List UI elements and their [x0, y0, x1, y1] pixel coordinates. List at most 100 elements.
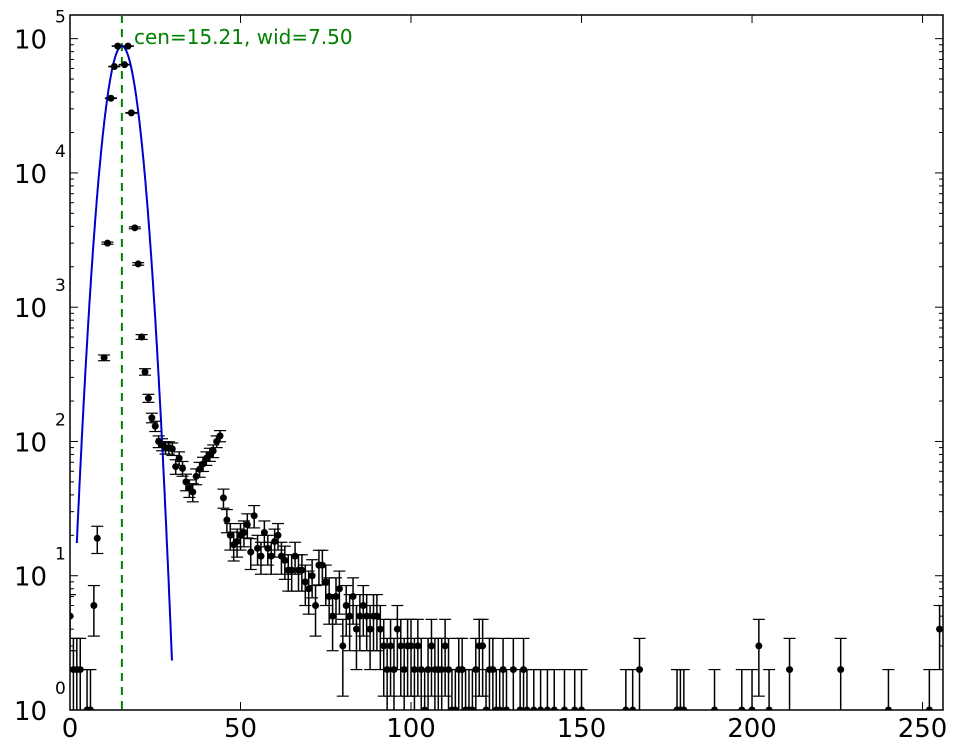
data-point: [884, 706, 892, 710]
data-point: [335, 585, 343, 593]
data-point: [417, 666, 425, 674]
data-point: [380, 642, 388, 650]
data-point: [503, 706, 510, 710]
data-point: [373, 612, 381, 620]
data-point: [837, 666, 845, 674]
data-point: [346, 612, 354, 620]
data-point: [209, 447, 217, 455]
data-point: [192, 472, 200, 480]
data-point: [226, 531, 234, 539]
y-tick-label: 10: [14, 697, 47, 727]
data-point: [387, 642, 395, 650]
data-point: [339, 642, 347, 650]
data-point: [550, 706, 558, 710]
data-point: [144, 394, 152, 402]
data-point: [349, 593, 357, 601]
data-point: [458, 666, 466, 674]
data-point: [267, 552, 275, 560]
data-point: [271, 537, 279, 545]
y-tick-exponent: 5: [55, 8, 66, 28]
data-point: [332, 593, 340, 601]
data-point: [489, 666, 497, 674]
y-tick-exponent: 2: [55, 410, 66, 430]
y-tick-label: 10: [14, 26, 47, 56]
data-point: [543, 706, 551, 710]
data-point: [421, 706, 429, 710]
data-point: [622, 706, 630, 710]
fit-curve: [75, 45, 173, 661]
x-tick-label: 0: [62, 714, 79, 744]
data-point: [445, 666, 453, 674]
data-point: [175, 454, 183, 462]
data-point: [410, 666, 418, 674]
data-point: [141, 368, 149, 376]
data-point: [250, 512, 258, 520]
y-tick-label: 10: [14, 563, 47, 593]
data-point: [390, 666, 398, 674]
data-point: [76, 666, 84, 674]
data-point: [451, 706, 459, 710]
data-point: [148, 414, 156, 422]
data-point: [291, 552, 299, 560]
data-point: [104, 239, 112, 247]
data-point: [70, 612, 74, 620]
data-points: [70, 42, 943, 710]
data-point: [496, 706, 504, 710]
data-point: [329, 612, 337, 620]
data-point: [537, 706, 545, 710]
data-point: [257, 552, 265, 560]
data-point: [138, 333, 146, 341]
data-point: [936, 625, 943, 633]
data-point: [571, 706, 579, 710]
data-point: [219, 494, 227, 502]
data-point: [90, 602, 98, 610]
data-point: [738, 706, 746, 710]
y-tick-label: 10: [14, 294, 47, 324]
data-point: [363, 612, 371, 620]
data-point: [400, 666, 408, 674]
data-point: [179, 464, 187, 472]
data-point: [213, 437, 221, 445]
data-point: [755, 642, 763, 650]
data-point: [240, 528, 248, 536]
data-point: [247, 548, 255, 556]
y-tick-exponent: 3: [55, 276, 66, 296]
data-point: [352, 625, 360, 633]
data-point: [151, 422, 159, 430]
data-point: [121, 61, 129, 69]
data-point: [86, 706, 94, 710]
data-point: [397, 642, 405, 650]
data-point: [124, 42, 132, 50]
data-point: [274, 531, 282, 539]
data-point: [468, 706, 476, 710]
y-tick-exponent: 0: [55, 679, 66, 699]
data-point: [308, 572, 316, 580]
data-point: [560, 706, 568, 710]
data-point: [110, 63, 118, 71]
plot-content: [70, 15, 943, 710]
data-point: [441, 642, 449, 650]
data-point: [530, 706, 538, 710]
data-point: [342, 602, 350, 610]
data-point: [281, 556, 289, 564]
data-point: [199, 460, 207, 468]
data-point: [127, 109, 135, 117]
data-point: [407, 642, 415, 650]
data-point: [288, 566, 296, 574]
data-point: [168, 445, 176, 453]
data-point: [383, 666, 391, 674]
data-point: [172, 463, 180, 471]
data-point: [131, 224, 139, 232]
plot-area: [69, 14, 944, 711]
data-point: [359, 602, 367, 610]
data-point: [305, 585, 313, 593]
x-tick-label: 200: [727, 714, 777, 744]
data-point: [414, 642, 422, 650]
data-point: [100, 354, 108, 362]
data-point: [216, 432, 224, 440]
data-point: [427, 642, 435, 650]
data-point: [189, 488, 197, 496]
y-tick-label: 10: [14, 428, 47, 458]
